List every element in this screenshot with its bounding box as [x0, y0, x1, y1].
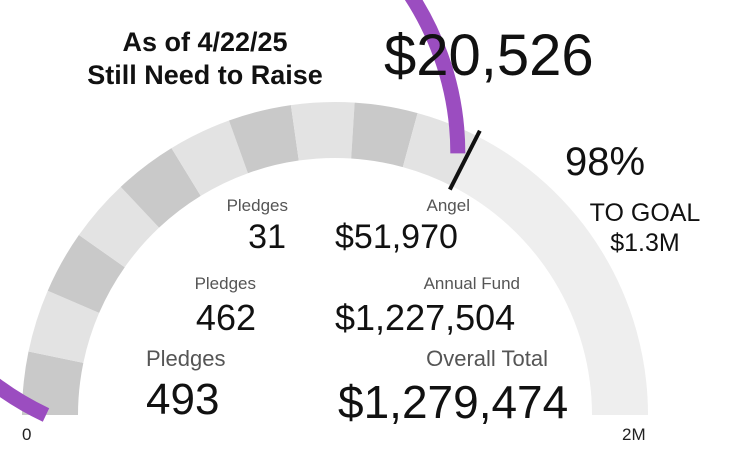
gauge-band-segment	[78, 186, 160, 268]
overall-pledges-label: Pledges	[146, 346, 226, 371]
gauge-target-marker	[448, 129, 482, 191]
gauge-band-segment	[451, 136, 648, 416]
angel-amount-label: Angel	[426, 196, 470, 215]
gauge-band-segment	[120, 148, 202, 229]
annual-pledges-count: 462	[195, 297, 256, 338]
gauge-band-segment	[28, 290, 100, 364]
status-heading: As of 4/22/25 Still Need to Raise	[60, 26, 350, 92]
as-of-date: As of 4/22/25	[122, 27, 288, 57]
gauge-max-label: 2M	[622, 425, 646, 444]
goal-label: TO GOAL $1.3M	[575, 198, 715, 258]
angel-pledges-count: 31	[248, 218, 286, 256]
angel-pledges-label: Pledges	[226, 196, 288, 215]
angel-amount: $51,970	[335, 218, 458, 256]
gauge-band-segment	[350, 102, 418, 168]
gauge-min-label: 0	[22, 425, 32, 444]
goal-amount: $1.3M	[610, 229, 680, 257]
annual-amount: $1,227,504	[335, 297, 516, 338]
overall-amount: $1,279,474	[338, 376, 569, 428]
gauge-band-segment	[22, 351, 84, 416]
annual-amount-label: Annual Fund	[423, 274, 520, 293]
gauge-band-segment	[47, 235, 126, 314]
overall-pledges-count: 493	[146, 375, 220, 424]
gauge-band-segment	[290, 102, 355, 161]
remaining-amount: $20,526	[384, 23, 594, 88]
still-need-label: Still Need to Raise	[87, 60, 323, 90]
overall-amount-label: Overall Total	[426, 346, 548, 371]
annual-pledges-label: Pledges	[194, 274, 256, 293]
gauge-band-segment	[228, 105, 300, 174]
to-goal-text: TO GOAL	[589, 199, 701, 227]
gauge-bands	[22, 102, 648, 416]
gauge-band-segment	[171, 120, 249, 197]
percent-to-goal: 98%	[565, 140, 646, 184]
